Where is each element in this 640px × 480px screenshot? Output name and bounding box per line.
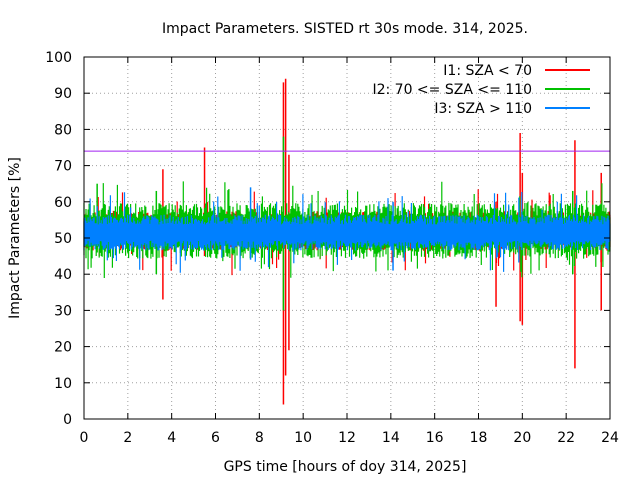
axes: 0 2 4 6 8 10 12 14 16 18 20 22 240102030405060708090… (45, 50, 619, 446)
y-tick-label: 40 (54, 267, 72, 283)
y-tick-label: 90 (54, 86, 72, 102)
x-tick-label: 14 (382, 430, 400, 446)
x-tick-label: 20 (513, 430, 531, 446)
y-tick-label: 60 (54, 195, 72, 211)
x-tick-label: 18 (470, 430, 488, 446)
legend: I1: SZA < 70 I2: 70 <= SZA <= 110 I3: SZA … (372, 63, 590, 117)
y-tick-label: 100 (45, 50, 72, 66)
y-tick-label: 80 (54, 122, 72, 138)
x-tick-label: 8 (255, 430, 264, 446)
chart-title: Impact Parameters. SISTED rt 30s mode. 3… (162, 21, 528, 37)
x-tick-label: 0 (80, 430, 89, 446)
x-tick-label: 22 (557, 430, 575, 446)
x-axis-label: GPS time [hours of doy 314, 2025] (224, 459, 467, 475)
x-tick-label: 12 (338, 430, 356, 446)
y-tick-label: 30 (54, 303, 72, 319)
y-tick-label: 0 (63, 412, 72, 428)
legend-label-1: I1: SZA < 70 (443, 63, 532, 79)
x-tick-label: 10 (294, 430, 312, 446)
legend-label-3: I3: SZA > 110 (434, 101, 532, 117)
legend-label-2: I2: 70 <= SZA <= 110 (372, 82, 532, 98)
x-tick-label: 16 (426, 430, 444, 446)
y-tick-label: 70 (54, 159, 72, 175)
x-tick-label: 24 (601, 430, 619, 446)
plot-area (83, 78, 611, 405)
y-tick-label: 10 (54, 376, 72, 392)
y-tick-label: 20 (54, 340, 72, 356)
y-axis-label: Impact Parameters [%] (7, 157, 23, 319)
y-tick-label: 50 (54, 231, 72, 247)
x-tick-label: 2 (123, 430, 132, 446)
x-tick-label: 4 (167, 430, 176, 446)
x-tick-label: 6 (211, 430, 220, 446)
